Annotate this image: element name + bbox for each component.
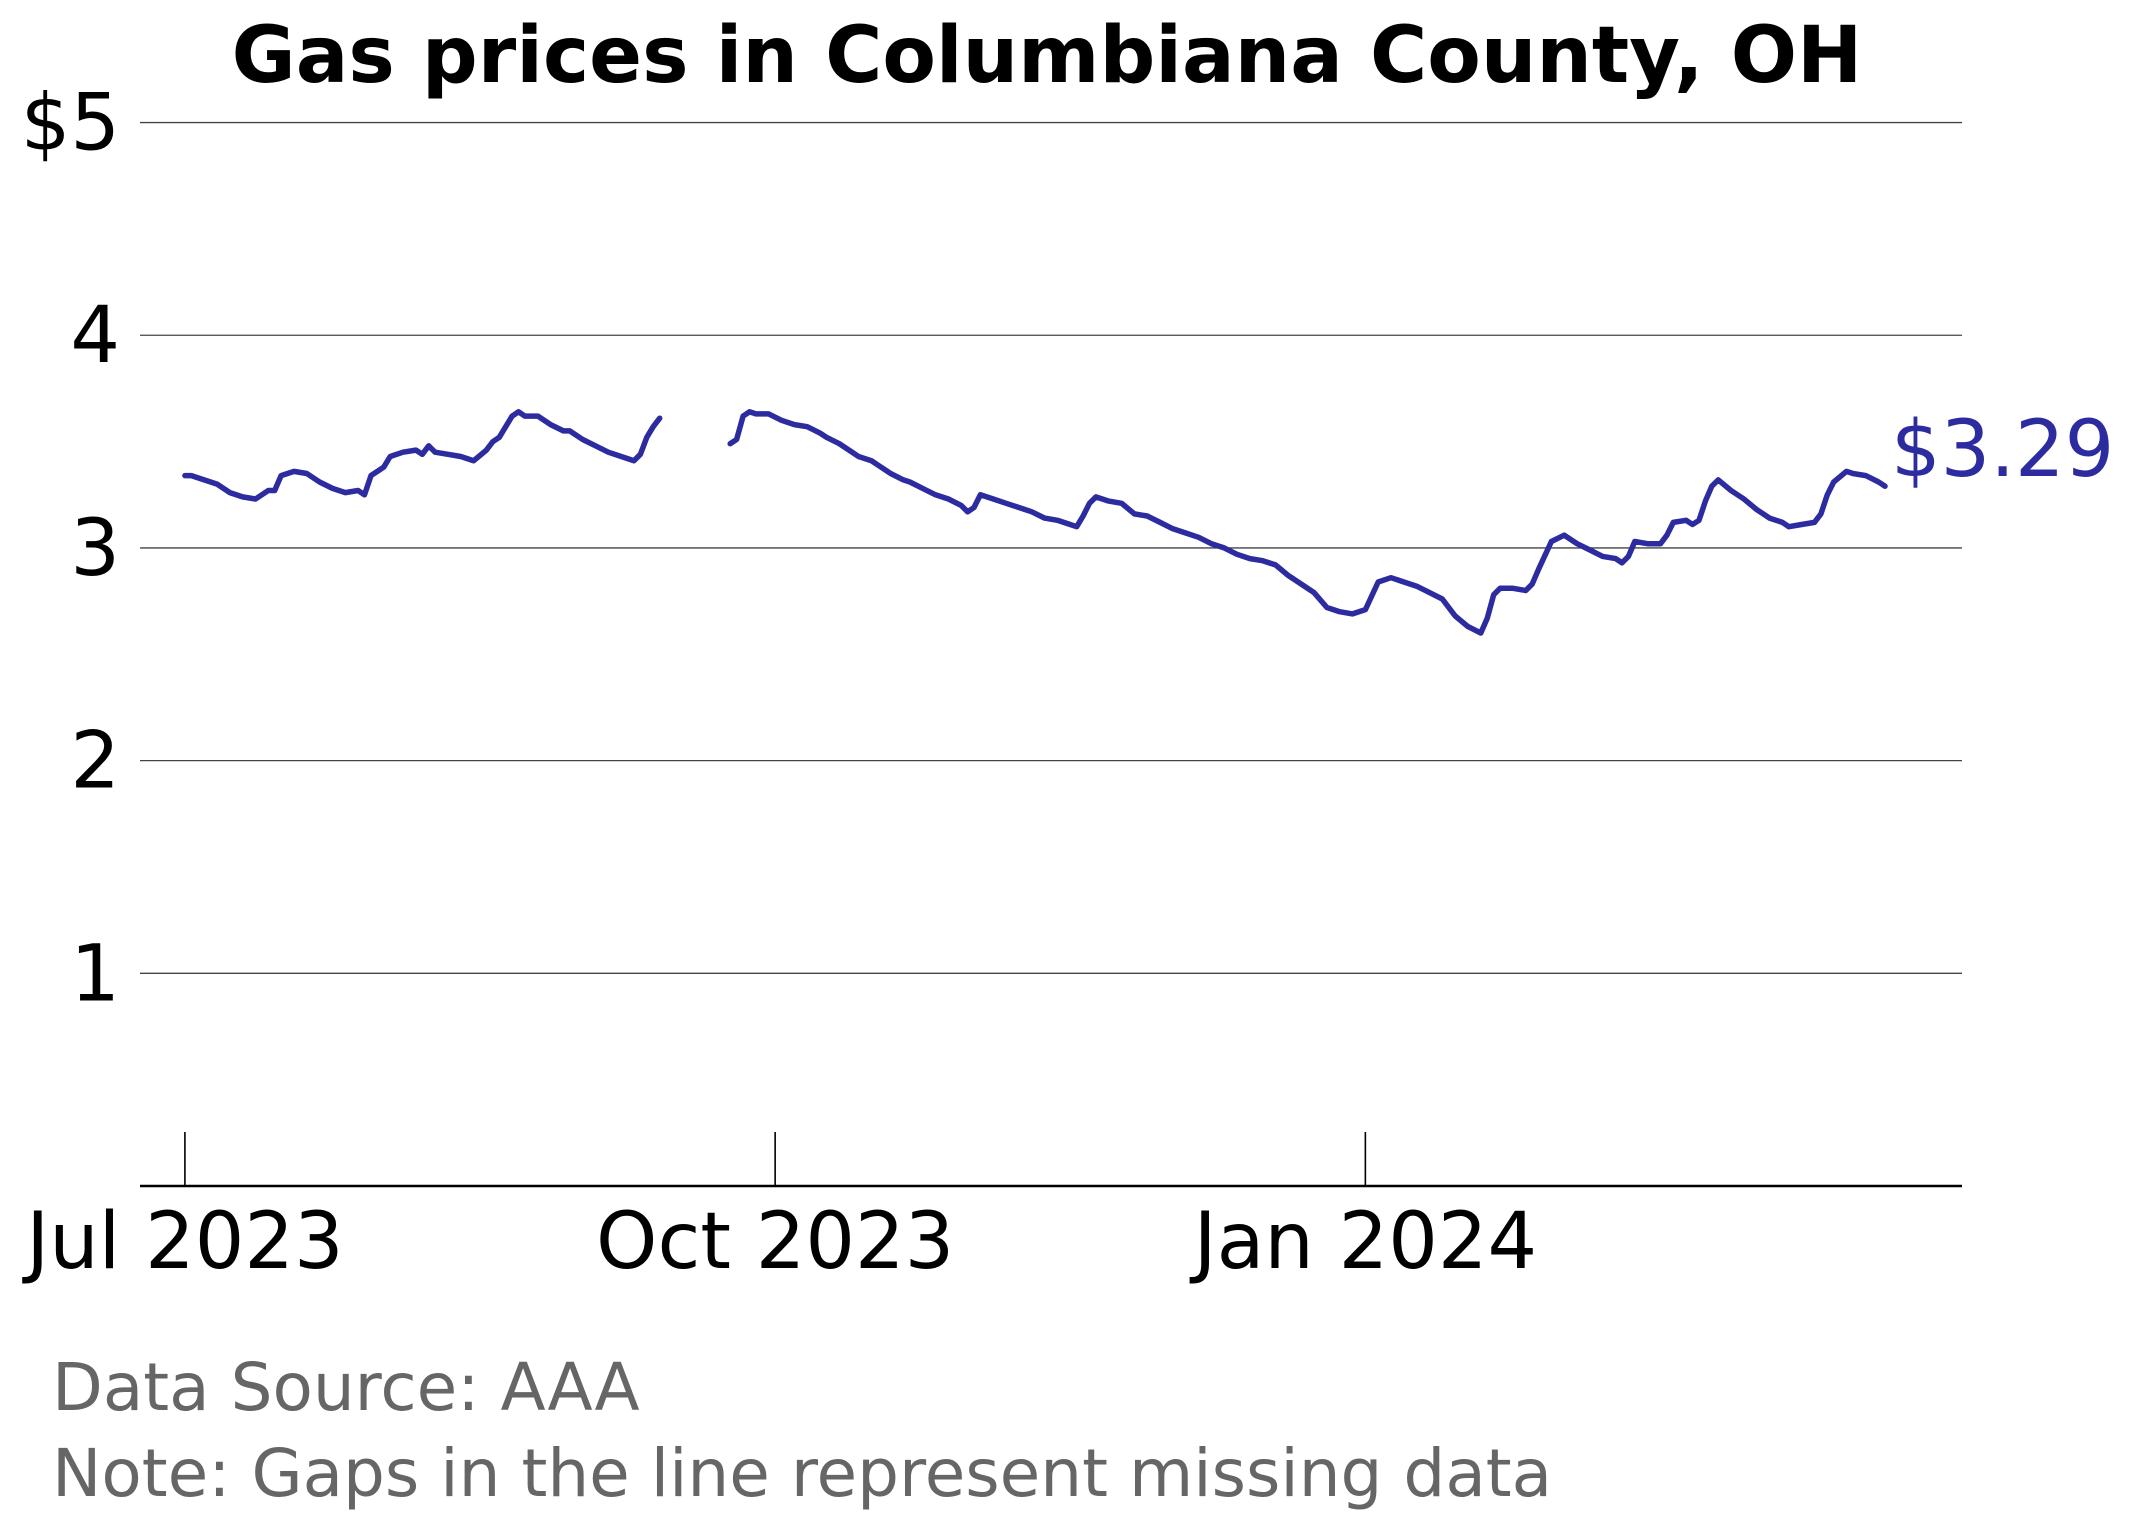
chart-title: Gas prices in Columbiana County, OH	[232, 11, 1863, 101]
data-source-note: Data Source: AAA	[52, 1349, 640, 1426]
last-value-label: $3.29	[1891, 405, 2114, 495]
x-tick-label-1: Oct 2023	[596, 1197, 954, 1287]
y-tick-label-4: 4	[70, 291, 120, 381]
x-axis: Jul 2023 Oct 2023 Jan 2024	[21, 1132, 1962, 1287]
x-tick-label-0: Jul 2023	[21, 1197, 343, 1287]
y-axis-tick-labels: $5 4 3 2 1	[21, 79, 120, 1020]
y-tick-label-5: $5	[21, 79, 120, 169]
price-line-segment-1	[182, 409, 663, 502]
y-tick-label-2: 2	[70, 717, 120, 807]
y-tick-label-1: 1	[70, 929, 120, 1019]
price-line-segment-2	[727, 409, 1888, 636]
gaps-note: Note: Gaps in the line represent missing…	[52, 1435, 1552, 1512]
x-tick-label-2: Jan 2024	[1189, 1197, 1538, 1287]
gridlines	[140, 121, 1962, 974]
y-tick-label-3: 3	[70, 504, 120, 594]
price-line	[182, 409, 1888, 636]
